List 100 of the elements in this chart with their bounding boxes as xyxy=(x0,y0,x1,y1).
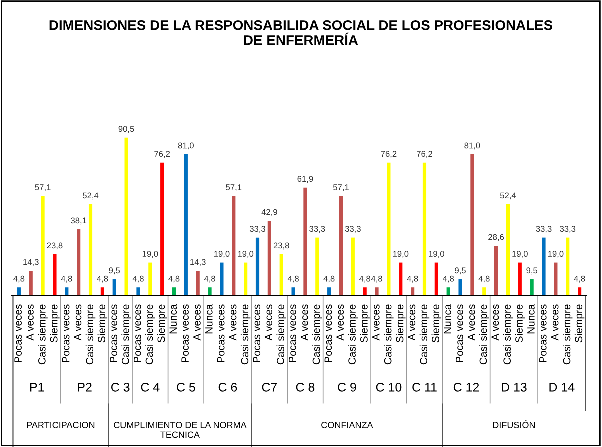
x-tick-label: Casi siempre xyxy=(563,304,573,365)
x-tick-label: A veces xyxy=(74,304,82,341)
data-label: 4,8 xyxy=(14,276,25,283)
data-label: 23,8 xyxy=(274,242,290,250)
text: C 10 xyxy=(376,383,402,392)
text: C 3 xyxy=(111,383,130,392)
data-label: 19,0 xyxy=(429,251,444,258)
data-label: 9,5 xyxy=(526,268,538,275)
x-tick-label: A veces xyxy=(300,304,308,341)
data-label: 76,2 xyxy=(154,151,170,158)
data-label: 81,0 xyxy=(464,142,480,150)
x-tick-label: A veces xyxy=(372,304,380,341)
text: DIFUSIÓN xyxy=(493,420,536,428)
x-tick-label: Siempre xyxy=(432,304,442,343)
x-tick-label: A veces xyxy=(265,304,272,341)
data-label: 33,3 xyxy=(345,226,361,233)
text: C 12 xyxy=(454,383,480,392)
x-tick-label: Pocas veces xyxy=(289,304,296,363)
data-label: 4,8 xyxy=(288,276,299,283)
text: C 11 xyxy=(412,383,437,392)
x-tick-label: Siempre xyxy=(360,304,370,343)
x-tick-label: Pocas veces xyxy=(324,304,332,363)
text: D 14 xyxy=(550,383,575,392)
data-label: 52,4 xyxy=(82,192,99,200)
text: C 8 xyxy=(296,383,315,392)
x-tick-label: Pocas veces xyxy=(540,304,547,363)
data-label: 4,8 xyxy=(204,276,216,283)
x-tick-label: Pocas veces xyxy=(62,304,70,363)
text: C 9 xyxy=(338,383,356,392)
data-label: 9,5 xyxy=(455,268,466,275)
x-tick-label: Nunca xyxy=(528,304,535,334)
data-label: 90,5 xyxy=(118,126,134,134)
data-label: 4,8 xyxy=(97,276,108,283)
x-tick-label: Pocas veces xyxy=(110,304,118,363)
data-label: 4,8 xyxy=(324,276,335,283)
data-label: 33,3 xyxy=(310,226,326,233)
x-tick-label: Casi siempre xyxy=(384,304,394,365)
x-tick-label: Casi siempre xyxy=(122,304,132,365)
data-label: 19,0 xyxy=(512,251,528,258)
data-label: 33,3 xyxy=(250,226,266,233)
text: C7 xyxy=(262,383,278,392)
text: P2 xyxy=(78,383,92,392)
x-tick-label: Casi siempre xyxy=(146,304,156,365)
text: CUMPLIMIENTO DE LA NORMA TECNICA xyxy=(114,422,247,438)
x-tick-label: Siempre xyxy=(98,304,108,343)
x-tick-label: Pocas veces xyxy=(456,304,464,363)
data-label: 23,8 xyxy=(47,242,63,250)
x-tick-label: Pocas veces xyxy=(253,304,261,363)
x-tick-label: Nunca xyxy=(206,304,213,334)
data-label: 19,0 xyxy=(214,251,230,258)
data-label: 19,0 xyxy=(548,251,564,258)
x-tick-label: Nunca xyxy=(170,304,178,334)
data-label: 4,8 xyxy=(359,276,371,283)
data-label: 38,1 xyxy=(71,218,87,225)
data-label: 28,6 xyxy=(488,234,504,242)
data-label: 76,2 xyxy=(417,151,432,158)
data-label: 61,9 xyxy=(298,176,314,184)
data-label: 57,1 xyxy=(333,184,349,192)
text: C 5 xyxy=(177,383,196,392)
x-tick-label: Pocas veces xyxy=(182,304,189,363)
x-tick-label: Casi siempre xyxy=(38,304,48,365)
data-label: 9,5 xyxy=(109,268,120,275)
text: CONFIANZA xyxy=(322,422,374,428)
data-label: 33,3 xyxy=(560,226,576,233)
data-label: 14,3 xyxy=(24,259,39,266)
x-tick-label: A veces xyxy=(551,304,559,341)
data-label: 14,3 xyxy=(190,259,206,266)
data-label: 57,1 xyxy=(226,184,242,192)
chart-title: DIMENSIONES DE LA RESPONSABILIDA SOCIAL DE LOS PROFESIONALES DE ENFERMERÍA xyxy=(50,20,553,46)
x-tick-label: A veces xyxy=(336,304,344,341)
data-label: 19,0 xyxy=(393,251,409,258)
x-tick-label: Siempre xyxy=(157,304,168,343)
text: C 6 xyxy=(218,383,238,392)
x-tick-label: A veces xyxy=(194,304,201,341)
x-tick-label: Siempre xyxy=(396,304,406,343)
x-tick-label: Siempre xyxy=(574,304,585,343)
x-tick-label: Casi siempre xyxy=(503,304,514,365)
data-label: 4,8 xyxy=(574,276,586,283)
x-tick-label: Casi siempre xyxy=(312,304,322,365)
data-label: 4,8 xyxy=(61,276,72,283)
x-tick-label: A veces xyxy=(492,304,500,341)
text: D 13 xyxy=(502,383,527,392)
data-label: 19,0 xyxy=(142,251,158,258)
x-tick-label: Casi siempre xyxy=(86,304,96,365)
data-label: 4,8 xyxy=(442,276,454,283)
text: PARTICIPACION xyxy=(27,422,95,428)
data-label: 81,0 xyxy=(178,142,194,150)
data-label: 4,8 xyxy=(371,276,382,283)
x-tick-label: Nunca xyxy=(444,304,452,334)
x-tick-label: Casi siempre xyxy=(276,304,286,365)
x-tick-label: A veces xyxy=(468,304,476,341)
data-label: 76,2 xyxy=(381,151,397,158)
data-label: 4,8 xyxy=(478,276,490,283)
data-label: 4,8 xyxy=(132,276,144,283)
x-tick-label: Casi siempre xyxy=(348,304,358,365)
x-tick-label: Siempre xyxy=(50,304,60,343)
x-tick-label: Casi siempre xyxy=(240,304,251,365)
x-tick-label: A veces xyxy=(229,304,237,341)
text: C 4 xyxy=(141,383,160,392)
data-label: 33,3 xyxy=(536,226,552,233)
